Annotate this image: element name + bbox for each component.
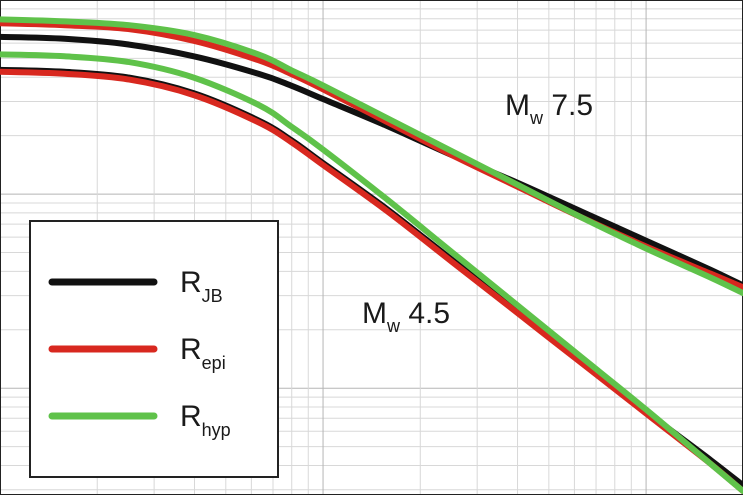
annotation-mw45: Mw 4.5 <box>362 297 450 336</box>
annotation-mw75: Mw 7.5 <box>505 89 593 128</box>
legend-label-repi-sub: epi <box>202 353 226 373</box>
legend-label-rhyp: Rhyp <box>180 400 231 440</box>
legend: RJB Repi Rhyp <box>29 220 279 478</box>
legend-label-rjb: RJB <box>180 266 223 306</box>
legend-label-rjb-sub: JB <box>202 286 223 306</box>
series-line-rhyp-mw75 <box>0 16 743 297</box>
annotation-mw75-rest: 7.5 <box>543 89 593 122</box>
series-line-rhyp-mw45 <box>0 51 743 495</box>
series-line-rjb-mw75 <box>0 33 743 289</box>
annotation-mw45-rest: 4.5 <box>400 297 450 330</box>
annotation-mw45-base: M <box>362 297 387 330</box>
series-lines <box>0 16 743 495</box>
annotation-mw45-sub: w <box>386 316 401 336</box>
legend-label-rjb-base: R <box>180 266 202 299</box>
annotation-mw75-sub: w <box>529 108 544 128</box>
annotation-mw75-base: M <box>505 89 530 122</box>
legend-label-repi: Repi <box>180 333 226 373</box>
series-line-repi-mw45 <box>0 68 743 495</box>
legend-label-rhyp-sub: hyp <box>202 420 231 440</box>
legend-label-rhyp-base: R <box>180 400 202 433</box>
legend-label-repi-base: R <box>180 333 202 366</box>
